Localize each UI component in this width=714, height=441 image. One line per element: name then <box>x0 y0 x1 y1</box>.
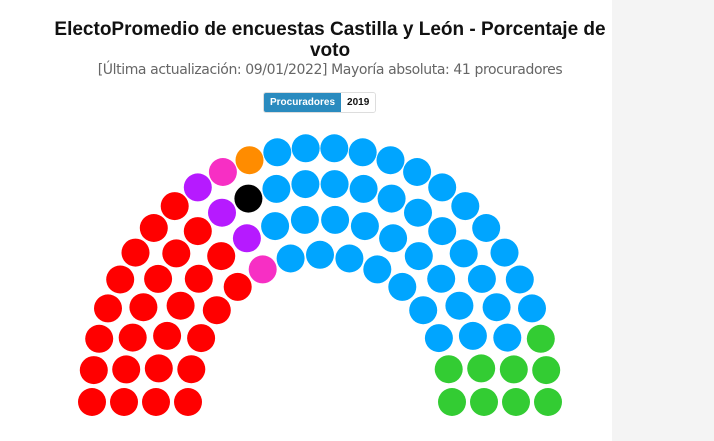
seat-group-7 <box>499 355 528 384</box>
seat-group-1 <box>142 388 170 416</box>
seat-group-6 <box>377 184 406 213</box>
seat-group-1 <box>144 264 173 293</box>
seat-group-6 <box>427 264 456 293</box>
seat-group-1 <box>202 296 231 325</box>
seat-group-6 <box>290 205 319 234</box>
seat-group-1 <box>184 264 213 293</box>
seat-group-1 <box>118 323 147 352</box>
seat-group-6 <box>467 264 496 293</box>
seat-group-1 <box>79 356 108 385</box>
seat-group-1 <box>110 388 138 416</box>
seat-group-2 <box>232 224 261 253</box>
seat-group-6 <box>320 170 349 199</box>
seat-group-1 <box>183 217 212 246</box>
seat-group-6 <box>518 294 546 323</box>
seat-group-6 <box>451 192 480 221</box>
seat-group-6 <box>348 138 377 167</box>
seat-group-6 <box>320 134 349 163</box>
seat-group-3 <box>208 158 237 186</box>
seat-group-1 <box>223 272 252 301</box>
seat-group-6 <box>363 255 392 284</box>
seat-group-2 <box>208 198 236 227</box>
seat-group-2 <box>183 173 212 202</box>
chart-subtitle: [Última actualización: 09/01/2022] Mayor… <box>97 62 563 78</box>
seat-group-7 <box>534 388 562 416</box>
seat-group-6 <box>490 238 519 267</box>
seat-group-1 <box>153 321 182 350</box>
seat-group-6 <box>482 293 511 322</box>
side-panel <box>612 0 714 441</box>
seat-group-3 <box>248 255 277 284</box>
seat-group-1 <box>162 239 191 268</box>
seat-group-1 <box>160 192 189 221</box>
seat-group-6 <box>335 244 364 273</box>
seat-group-6 <box>445 291 474 320</box>
seat-group-6 <box>505 265 534 294</box>
year-2019-button[interactable]: 2019 <box>341 93 376 112</box>
seat-group-7 <box>467 354 496 383</box>
seat-group-6 <box>472 214 501 242</box>
seat-group-6 <box>263 138 292 167</box>
seat-group-6 <box>424 324 453 353</box>
seat-group-6 <box>291 134 320 163</box>
seat-group-6 <box>449 239 478 268</box>
seat-group-6 <box>493 323 522 352</box>
seat-group-1 <box>112 355 141 384</box>
seat-group-6 <box>291 170 320 199</box>
seat-group-7 <box>502 388 530 416</box>
seat-group-6 <box>261 212 290 241</box>
seat-group-7 <box>532 356 561 385</box>
seat-group-6 <box>404 242 433 271</box>
seat-group-6 <box>276 244 305 273</box>
seat-group-6 <box>306 240 334 269</box>
seat-group-1 <box>166 291 195 320</box>
seat-group-6 <box>458 321 487 350</box>
seat-group-7 <box>470 388 498 416</box>
seat-group-1 <box>139 214 168 242</box>
seat-group-1 <box>174 388 202 416</box>
seat-group-6 <box>409 296 438 325</box>
seat-group-1 <box>129 293 158 322</box>
seat-group-1 <box>94 294 122 323</box>
seat-group-1 <box>78 388 106 416</box>
seat-group-6 <box>349 174 378 203</box>
seat-group-1 <box>121 238 150 267</box>
seat-group-4 <box>234 184 263 213</box>
seat-group-6 <box>350 212 379 241</box>
seat-group-7 <box>438 388 466 416</box>
seat-group-7 <box>434 355 463 384</box>
seat-group-1 <box>187 324 216 353</box>
seat-group-6 <box>403 158 432 186</box>
seat-group-6 <box>428 173 457 202</box>
seat-group-5 <box>235 146 264 175</box>
view-toggle: Procuradores 2019 <box>263 92 377 113</box>
seat-group-6 <box>379 224 408 253</box>
seat-group-6 <box>262 174 291 203</box>
seat-group-6 <box>376 146 405 175</box>
seat-group-6 <box>428 217 457 246</box>
seat-group-6 <box>321 205 350 234</box>
seat-group-6 <box>404 198 432 227</box>
seat-group-1 <box>144 354 173 383</box>
seat-group-1 <box>85 324 114 353</box>
seat-group-1 <box>106 265 135 294</box>
chart-title: ElectoPromedio de encuestas Castilla y L… <box>54 19 606 61</box>
seat-group-7 <box>526 324 555 353</box>
procuradores-button[interactable]: Procuradores <box>264 93 342 112</box>
seat-group-1 <box>207 242 236 271</box>
seat-group-1 <box>177 355 206 384</box>
seat-group-6 <box>388 272 417 301</box>
